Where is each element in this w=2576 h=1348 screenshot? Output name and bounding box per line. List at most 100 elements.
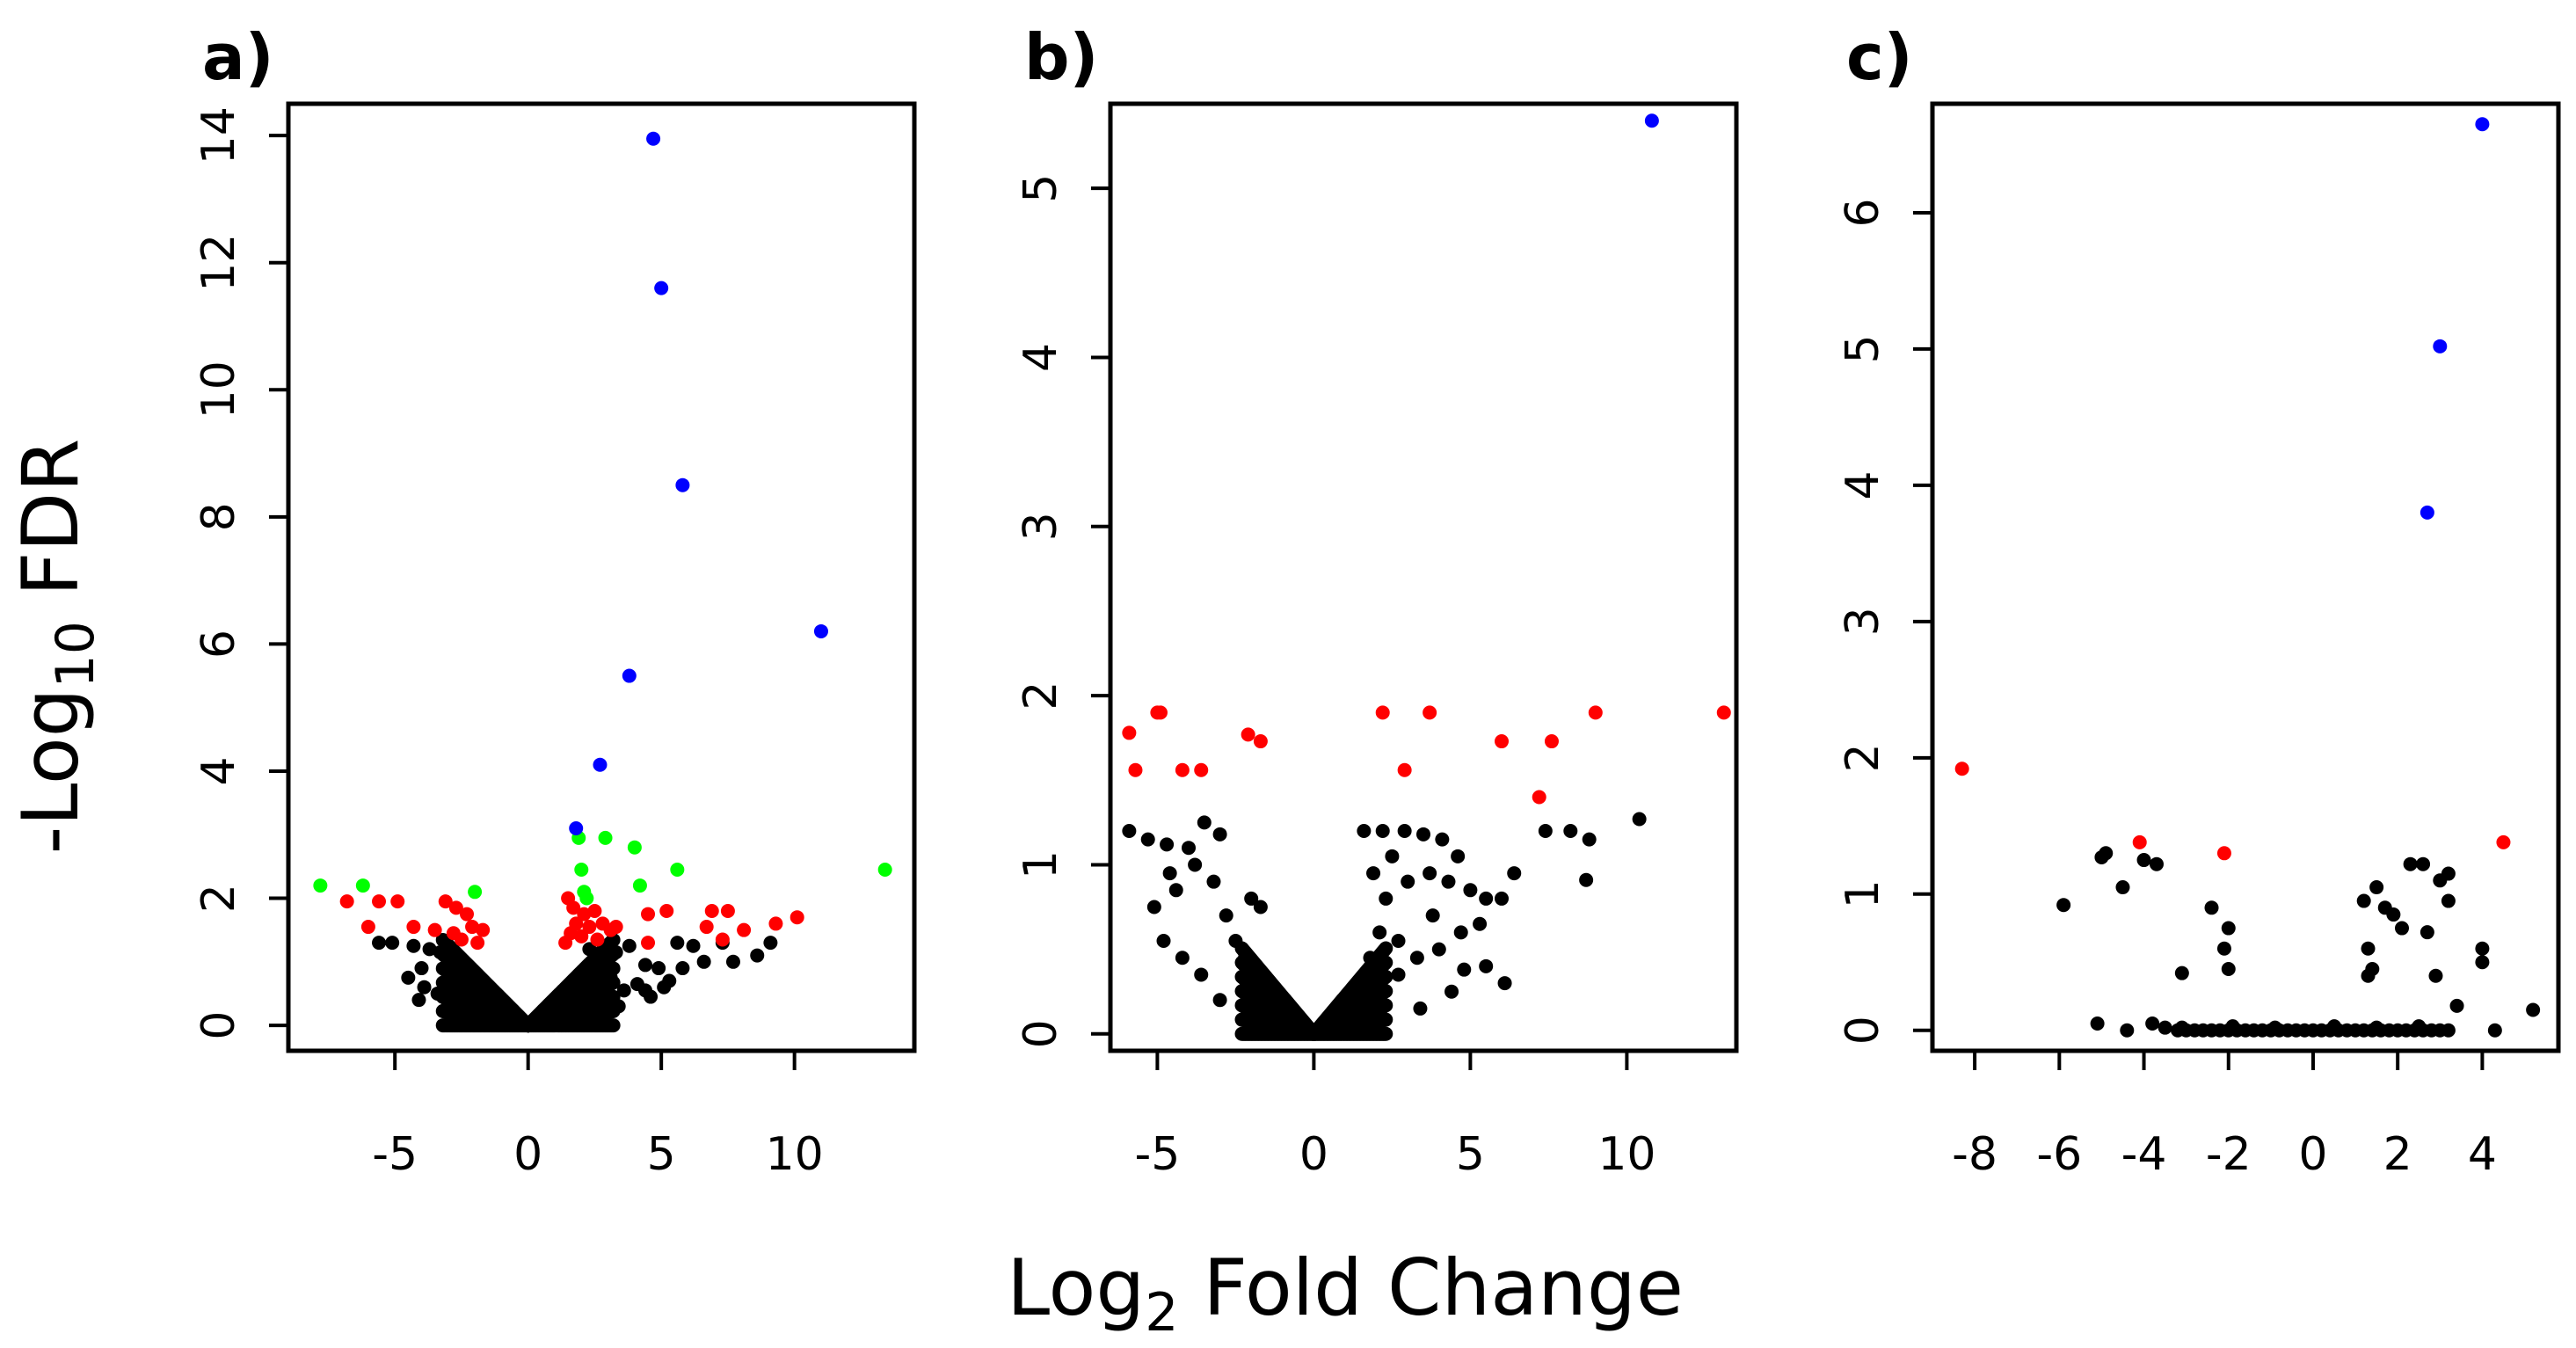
x-tick-label: -2 [2206, 1128, 2252, 1181]
black-point [1212, 993, 1227, 1008]
red-point [470, 936, 485, 951]
series-red [339, 891, 804, 951]
black-point [1219, 908, 1233, 923]
black-point [2361, 968, 2376, 983]
black-point [1582, 832, 1597, 847]
blue-point [569, 821, 584, 836]
black-point [1479, 958, 1494, 973]
y-tick-label: 4 [1837, 470, 1889, 499]
cloud-point [435, 1018, 450, 1033]
x-tick-label: 0 [1299, 1128, 1328, 1181]
series-blue [2420, 117, 2490, 520]
x-tick-label: -4 [2121, 1128, 2167, 1181]
y-axis-title-rest: FDR [5, 439, 96, 622]
black-point [1366, 866, 1381, 881]
black-point [433, 944, 448, 959]
black-point [2327, 1019, 2342, 1034]
black-point [1563, 823, 1578, 838]
red-point [790, 910, 804, 925]
black-point [2526, 1002, 2541, 1017]
x-tick-label: 10 [1597, 1128, 1655, 1181]
blue-point [1644, 113, 1659, 128]
panel-b: b) -5 0 5 10 0 1 2 3 4 5 [1015, 20, 1739, 1181]
cloud-point [435, 961, 450, 976]
red-point [720, 903, 735, 918]
plot-frame [286, 101, 917, 1053]
black-point [462, 967, 477, 982]
black-point [1385, 849, 1400, 863]
black-point [1162, 866, 1177, 881]
black-point [406, 938, 421, 953]
black-point [1453, 925, 1468, 940]
black-point [670, 936, 685, 951]
black-point [443, 948, 458, 963]
black-point [2145, 1016, 2160, 1031]
black-point [611, 999, 626, 1014]
black-point [2416, 856, 2431, 871]
black-point [385, 936, 400, 951]
black-point [2221, 921, 2236, 936]
red-point [459, 907, 474, 922]
x-tick-label: 0 [513, 1128, 542, 1181]
black-point [1423, 866, 1437, 881]
black-point [2361, 941, 2376, 956]
red-point [590, 932, 605, 947]
cloud-point [1379, 1026, 1394, 1041]
black-point [2136, 853, 2151, 868]
cloud-point [1379, 1012, 1394, 1027]
black-point [2204, 900, 2219, 915]
cloud-point [1234, 984, 1249, 999]
green-point [468, 885, 483, 900]
red-point [1122, 725, 1137, 740]
y-tick-label: 8 [193, 502, 245, 531]
green-point [579, 891, 594, 906]
black-point [2441, 866, 2456, 881]
black-point [454, 958, 469, 973]
cloud-point [1379, 955, 1394, 970]
x-axis-title: Log2 Fold Change [1007, 1242, 1684, 1344]
panel-label: b) [1024, 20, 1098, 94]
black-point [1451, 849, 1466, 863]
cloud-point [1234, 998, 1249, 1013]
black-point [417, 980, 432, 995]
blue-point [675, 477, 690, 492]
red-point [737, 922, 752, 937]
black-point [401, 970, 416, 985]
black-point [1146, 900, 1161, 914]
black-point [1275, 1001, 1290, 1016]
plot-frame [1108, 101, 1739, 1053]
y-tick-label: 6 [193, 630, 245, 659]
black-point [2090, 1016, 2105, 1031]
black-point [1206, 874, 1221, 889]
red-point [1532, 790, 1546, 805]
black-point [2428, 968, 2443, 983]
x-tick-label: -8 [1952, 1128, 1997, 1181]
series-green [313, 830, 892, 906]
black-point [1413, 1001, 1428, 1016]
black-point [1244, 891, 1259, 906]
black-point [2158, 1020, 2172, 1035]
black-point [1441, 874, 1456, 889]
red-point [1153, 705, 1168, 720]
series-red [1122, 705, 1731, 805]
y-tick-label: 0 [193, 1011, 245, 1040]
red-point [372, 894, 387, 909]
x-axis-title-rest: Fold Change [1178, 1242, 1684, 1333]
red-point [704, 903, 719, 918]
cloud-point [435, 932, 450, 947]
red-point [566, 900, 581, 915]
black-point [1479, 891, 1494, 906]
x-tick-label: 5 [1456, 1128, 1485, 1181]
black-point [1228, 933, 1243, 948]
red-point [1397, 762, 1412, 777]
series-black [2056, 846, 2541, 1038]
black-point [497, 1009, 512, 1024]
red-point [1241, 727, 1255, 742]
red-point [390, 894, 405, 909]
blue-point [622, 668, 637, 683]
cloud-point [606, 1018, 621, 1033]
black-point [1473, 916, 1488, 931]
y-tick-label: 2 [1837, 743, 1889, 772]
y-tick-label: 3 [1837, 607, 1889, 636]
y-tick-label: 0 [1015, 1019, 1067, 1048]
